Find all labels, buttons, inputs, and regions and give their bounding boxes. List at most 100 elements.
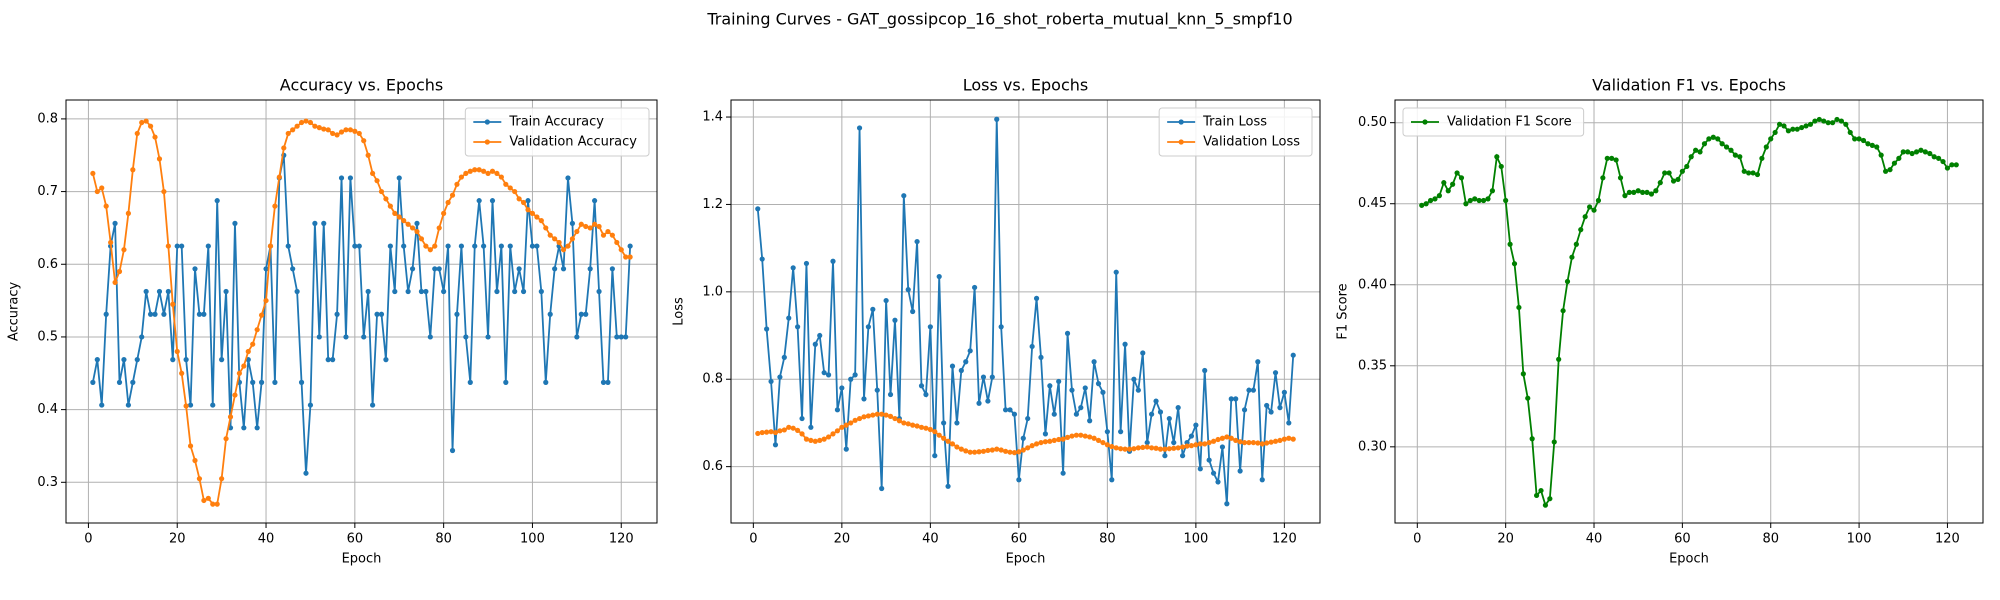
point <box>361 334 367 340</box>
point <box>1126 446 1133 452</box>
point <box>290 127 296 133</box>
point <box>865 413 872 419</box>
point <box>976 400 982 406</box>
legend-label: Validation Accuracy <box>509 135 637 150</box>
point <box>914 423 920 429</box>
point <box>1600 175 1606 181</box>
point <box>405 288 411 295</box>
point <box>232 220 238 226</box>
chart-title: Validation F1 vs. Epochs <box>1592 76 1786 95</box>
x-tick-label: 20 <box>834 532 851 547</box>
point <box>759 429 765 436</box>
point <box>441 288 447 295</box>
point <box>1781 123 1787 129</box>
point <box>1869 142 1875 148</box>
point <box>378 311 385 317</box>
point <box>547 311 553 317</box>
point <box>578 221 584 227</box>
point <box>1029 443 1035 449</box>
point <box>161 188 167 195</box>
point <box>1582 214 1588 220</box>
point <box>1458 175 1465 181</box>
point <box>547 232 553 238</box>
point <box>1511 261 1518 267</box>
point <box>223 288 229 295</box>
point <box>1825 120 1831 126</box>
point <box>896 418 902 424</box>
point <box>972 284 978 291</box>
point <box>1472 196 1478 202</box>
point <box>1188 443 1195 449</box>
y-tick-label: 0.4 <box>37 402 58 417</box>
point <box>803 260 810 267</box>
point <box>1710 134 1716 140</box>
point <box>489 168 496 174</box>
point <box>343 127 349 133</box>
point <box>1723 144 1730 150</box>
point <box>777 428 783 434</box>
point <box>529 210 536 216</box>
point <box>587 225 593 231</box>
point <box>108 239 114 246</box>
y-tick-label: 0.45 <box>1358 196 1387 211</box>
point <box>600 232 607 238</box>
point <box>905 287 911 293</box>
x-axis-label: Epoch <box>342 552 382 567</box>
point <box>1790 126 1796 132</box>
point <box>298 119 305 126</box>
point <box>436 266 442 272</box>
point <box>843 422 849 428</box>
point <box>923 425 929 431</box>
point <box>1785 128 1791 134</box>
point <box>1162 446 1168 452</box>
point <box>569 220 576 226</box>
point <box>1025 445 1031 451</box>
point <box>1498 163 1504 170</box>
point <box>1290 352 1296 358</box>
point <box>1250 439 1256 446</box>
point <box>883 297 889 304</box>
point <box>936 273 942 280</box>
x-tick-label: 120 <box>1272 532 1297 547</box>
point <box>1281 389 1287 395</box>
y-tick-label: 0.50 <box>1358 115 1387 130</box>
point <box>1104 442 1110 448</box>
point <box>1909 150 1915 157</box>
point <box>143 118 149 124</box>
point <box>879 411 885 417</box>
point <box>258 379 265 385</box>
point <box>1091 359 1097 365</box>
point <box>143 288 149 295</box>
point <box>534 214 540 220</box>
point <box>1772 129 1778 136</box>
point <box>312 123 318 129</box>
point <box>174 348 180 355</box>
point <box>1197 466 1203 472</box>
point <box>1693 147 1699 153</box>
point <box>241 425 247 431</box>
point <box>1202 441 1208 447</box>
point <box>1210 438 1217 444</box>
point <box>1807 121 1814 127</box>
point <box>472 243 478 249</box>
point <box>861 396 867 402</box>
point <box>1064 330 1071 336</box>
point <box>1219 444 1226 450</box>
point <box>94 188 100 195</box>
point <box>1144 444 1150 450</box>
point <box>272 203 278 209</box>
point <box>418 288 425 295</box>
point <box>298 379 305 385</box>
point <box>1073 411 1079 417</box>
point <box>170 301 176 307</box>
point <box>759 256 765 262</box>
point <box>99 185 105 191</box>
x-axis-label: Epoch <box>1669 552 1709 567</box>
point <box>516 266 522 272</box>
point <box>285 130 291 137</box>
x-tick-label: 100 <box>1847 532 1872 547</box>
point <box>1617 175 1624 181</box>
point <box>1794 126 1800 132</box>
point <box>1011 411 1018 417</box>
point <box>1927 150 1933 157</box>
